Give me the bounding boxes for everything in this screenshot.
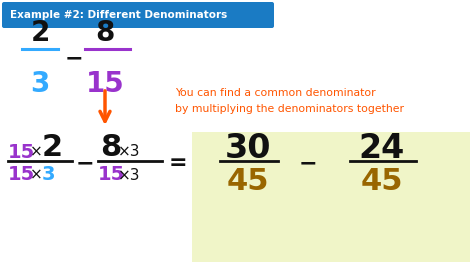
Text: 8: 8 (95, 19, 115, 47)
Text: 30: 30 (225, 131, 271, 164)
FancyBboxPatch shape (192, 132, 470, 262)
Text: You can find a common denominator: You can find a common denominator (175, 88, 375, 98)
Text: −: − (299, 153, 317, 173)
Text: =: = (169, 153, 187, 173)
Text: ×3: ×3 (118, 168, 140, 182)
Text: 15: 15 (8, 143, 35, 161)
Text: 8: 8 (100, 134, 121, 163)
Text: 45: 45 (227, 168, 269, 197)
Text: ×: × (30, 144, 43, 160)
Text: 3: 3 (42, 165, 55, 185)
FancyBboxPatch shape (2, 2, 274, 28)
Text: 15: 15 (98, 165, 125, 185)
Text: ×: × (30, 168, 43, 182)
Text: Example #2: Different Denominators: Example #2: Different Denominators (10, 10, 227, 20)
Text: −: − (76, 153, 94, 173)
Text: 15: 15 (8, 165, 35, 185)
Text: 24: 24 (359, 131, 405, 164)
Text: 3: 3 (30, 70, 50, 98)
Text: ×3: ×3 (118, 144, 140, 160)
Text: 45: 45 (361, 168, 403, 197)
Text: by multiplying the denominators together: by multiplying the denominators together (175, 104, 404, 114)
Text: 2: 2 (30, 19, 50, 47)
Text: 2: 2 (42, 134, 63, 163)
Text: −: − (64, 48, 83, 68)
Text: 15: 15 (86, 70, 124, 98)
